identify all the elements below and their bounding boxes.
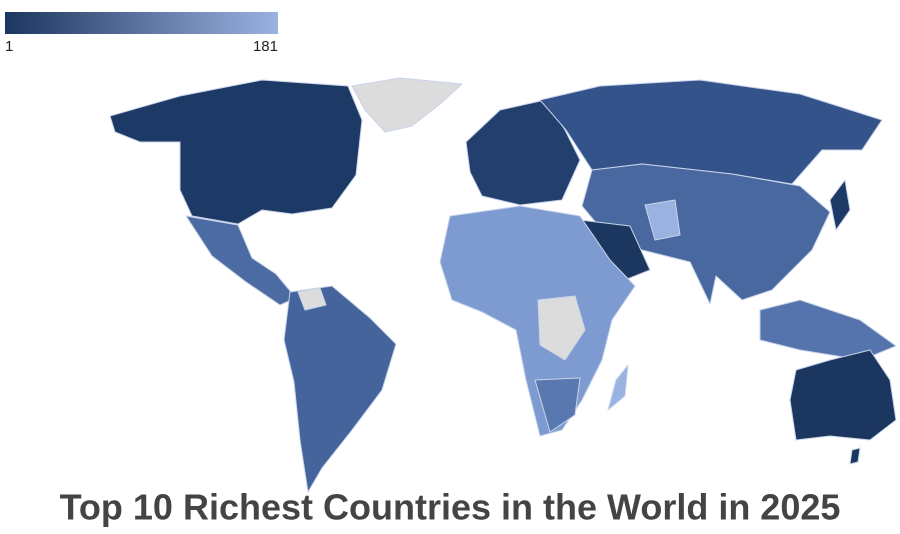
legend-max: 181 — [253, 38, 278, 55]
southern-africa — [534, 377, 581, 433]
japan — [829, 179, 851, 231]
south-america — [283, 285, 397, 493]
title: Top 10 Richest Countries in the World in… — [60, 487, 841, 528]
central-asia — [644, 199, 681, 241]
greenland — [351, 77, 463, 133]
north-america — [109, 79, 363, 225]
madagascar — [607, 364, 629, 411]
color-scale — [5, 12, 278, 34]
legend-min: 1 — [5, 38, 13, 55]
new-zealand — [849, 447, 861, 465]
central-africa — [537, 295, 586, 361]
countries — [109, 77, 897, 493]
russia — [539, 79, 883, 185]
australia — [789, 349, 897, 441]
indonesia — [759, 299, 897, 361]
central-america — [185, 215, 297, 306]
europe — [465, 99, 581, 206]
venezuela — [297, 287, 327, 311]
